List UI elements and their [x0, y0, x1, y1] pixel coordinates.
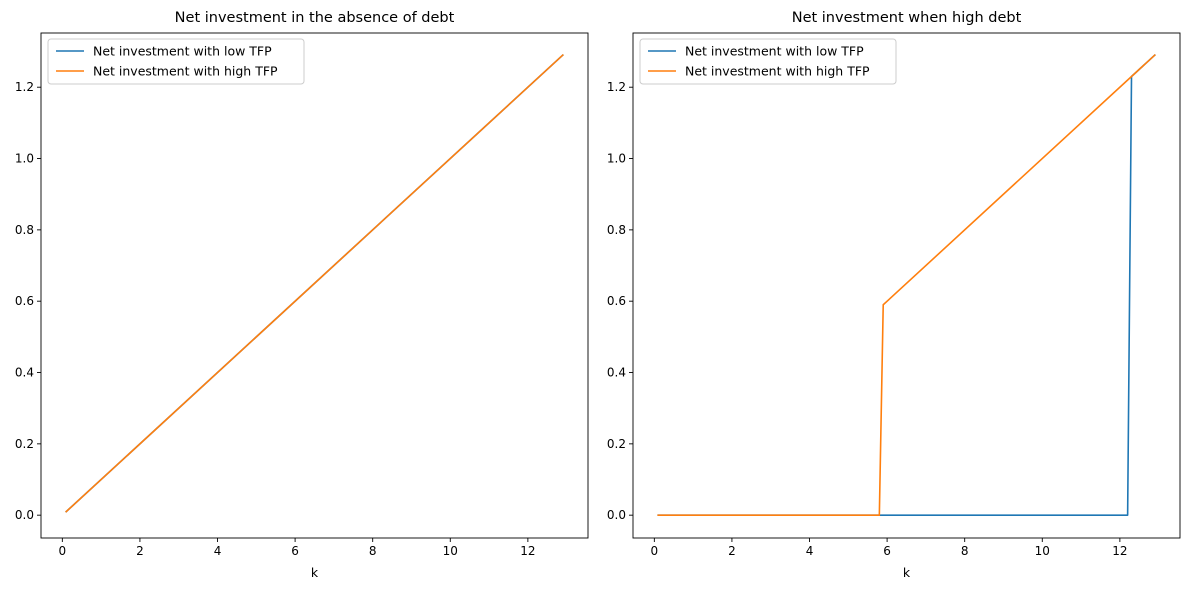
y-tick-label: 0.8	[607, 223, 626, 237]
x-tick-label: 4	[806, 544, 814, 558]
series-line	[65, 53, 564, 513]
y-tick-label: 1.2	[607, 80, 626, 94]
x-axis-label: k	[311, 565, 319, 580]
x-tick-label: 6	[291, 544, 299, 558]
x-tick-label: 2	[136, 544, 144, 558]
y-tick-label: 0.4	[607, 366, 626, 380]
y-tick-label: 1.2	[15, 80, 34, 94]
legend-label: Net investment with high TFP	[93, 64, 278, 79]
legend	[639, 38, 897, 85]
x-tick-label: 0	[59, 544, 67, 558]
y-tick-label: 0.4	[15, 366, 34, 380]
legend-label: Net investment with low TFP	[685, 44, 864, 59]
x-tick-label: 6	[883, 544, 891, 558]
y-tick-label: 0.6	[607, 294, 626, 308]
chart-left: Net investment in the absence of debt 0 2…	[15, 10, 589, 580]
series-line	[657, 53, 1156, 516]
y-tick-label: 0.2	[15, 437, 34, 451]
x-tick-label: 2	[728, 544, 736, 558]
x-tick-label: 10	[1035, 544, 1050, 558]
y-tick-label: 1.0	[15, 152, 34, 166]
chart-title: Net investment when high debt	[792, 10, 1022, 26]
y-tick-label: 0.0	[15, 508, 34, 522]
y-tick-label: 0.2	[607, 437, 626, 451]
plot-area: 0 2 4 6 8 10 12 0.0 0.2 0.4 0.6 0.8 1.0 1.2 Net invest…	[607, 32, 1181, 558]
legend-label: Net investment with high TFP	[685, 64, 870, 79]
y-tick-label: 1.0	[607, 152, 626, 166]
x-tick-label: 12	[1112, 544, 1127, 558]
legend	[47, 38, 305, 85]
y-tick-label: 0.8	[15, 223, 34, 237]
x-tick-label: 0	[651, 544, 659, 558]
legend-label: Net investment with low TFP	[93, 44, 272, 59]
chart-right: Net investment when high debt 0 2 4 6 8 10 120…	[607, 10, 1181, 580]
y-tick-label: 0.6	[15, 294, 34, 308]
axes-frame	[40, 32, 589, 539]
plot-area: 0 2 4 6 8 10 12 0.0 0.2 0.4 0.6 0.8 1.0 1.2 Net invest…	[15, 32, 589, 558]
x-tick-label: 12	[520, 544, 535, 558]
x-tick-label: 8	[961, 544, 969, 558]
y-tick-label: 0.0	[607, 508, 626, 522]
x-tick-label: 10	[443, 544, 458, 558]
x-axis-label: k	[903, 565, 911, 580]
axes-frame	[632, 32, 1181, 539]
chart-title: Net investment in the absence of debt	[175, 10, 455, 26]
x-tick-label: 4	[214, 544, 222, 558]
x-tick-label: 8	[369, 544, 377, 558]
